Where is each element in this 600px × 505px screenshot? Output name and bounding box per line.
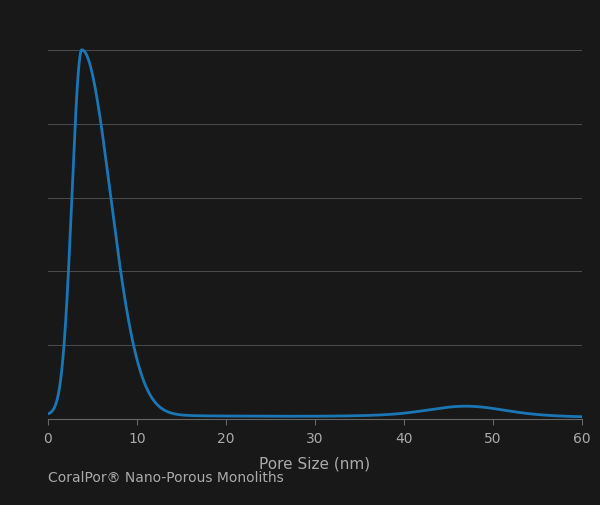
Text: CoralPor® Nano-Porous Monoliths: CoralPor® Nano-Porous Monoliths: [48, 471, 284, 485]
X-axis label: Pore Size (nm): Pore Size (nm): [259, 457, 371, 472]
